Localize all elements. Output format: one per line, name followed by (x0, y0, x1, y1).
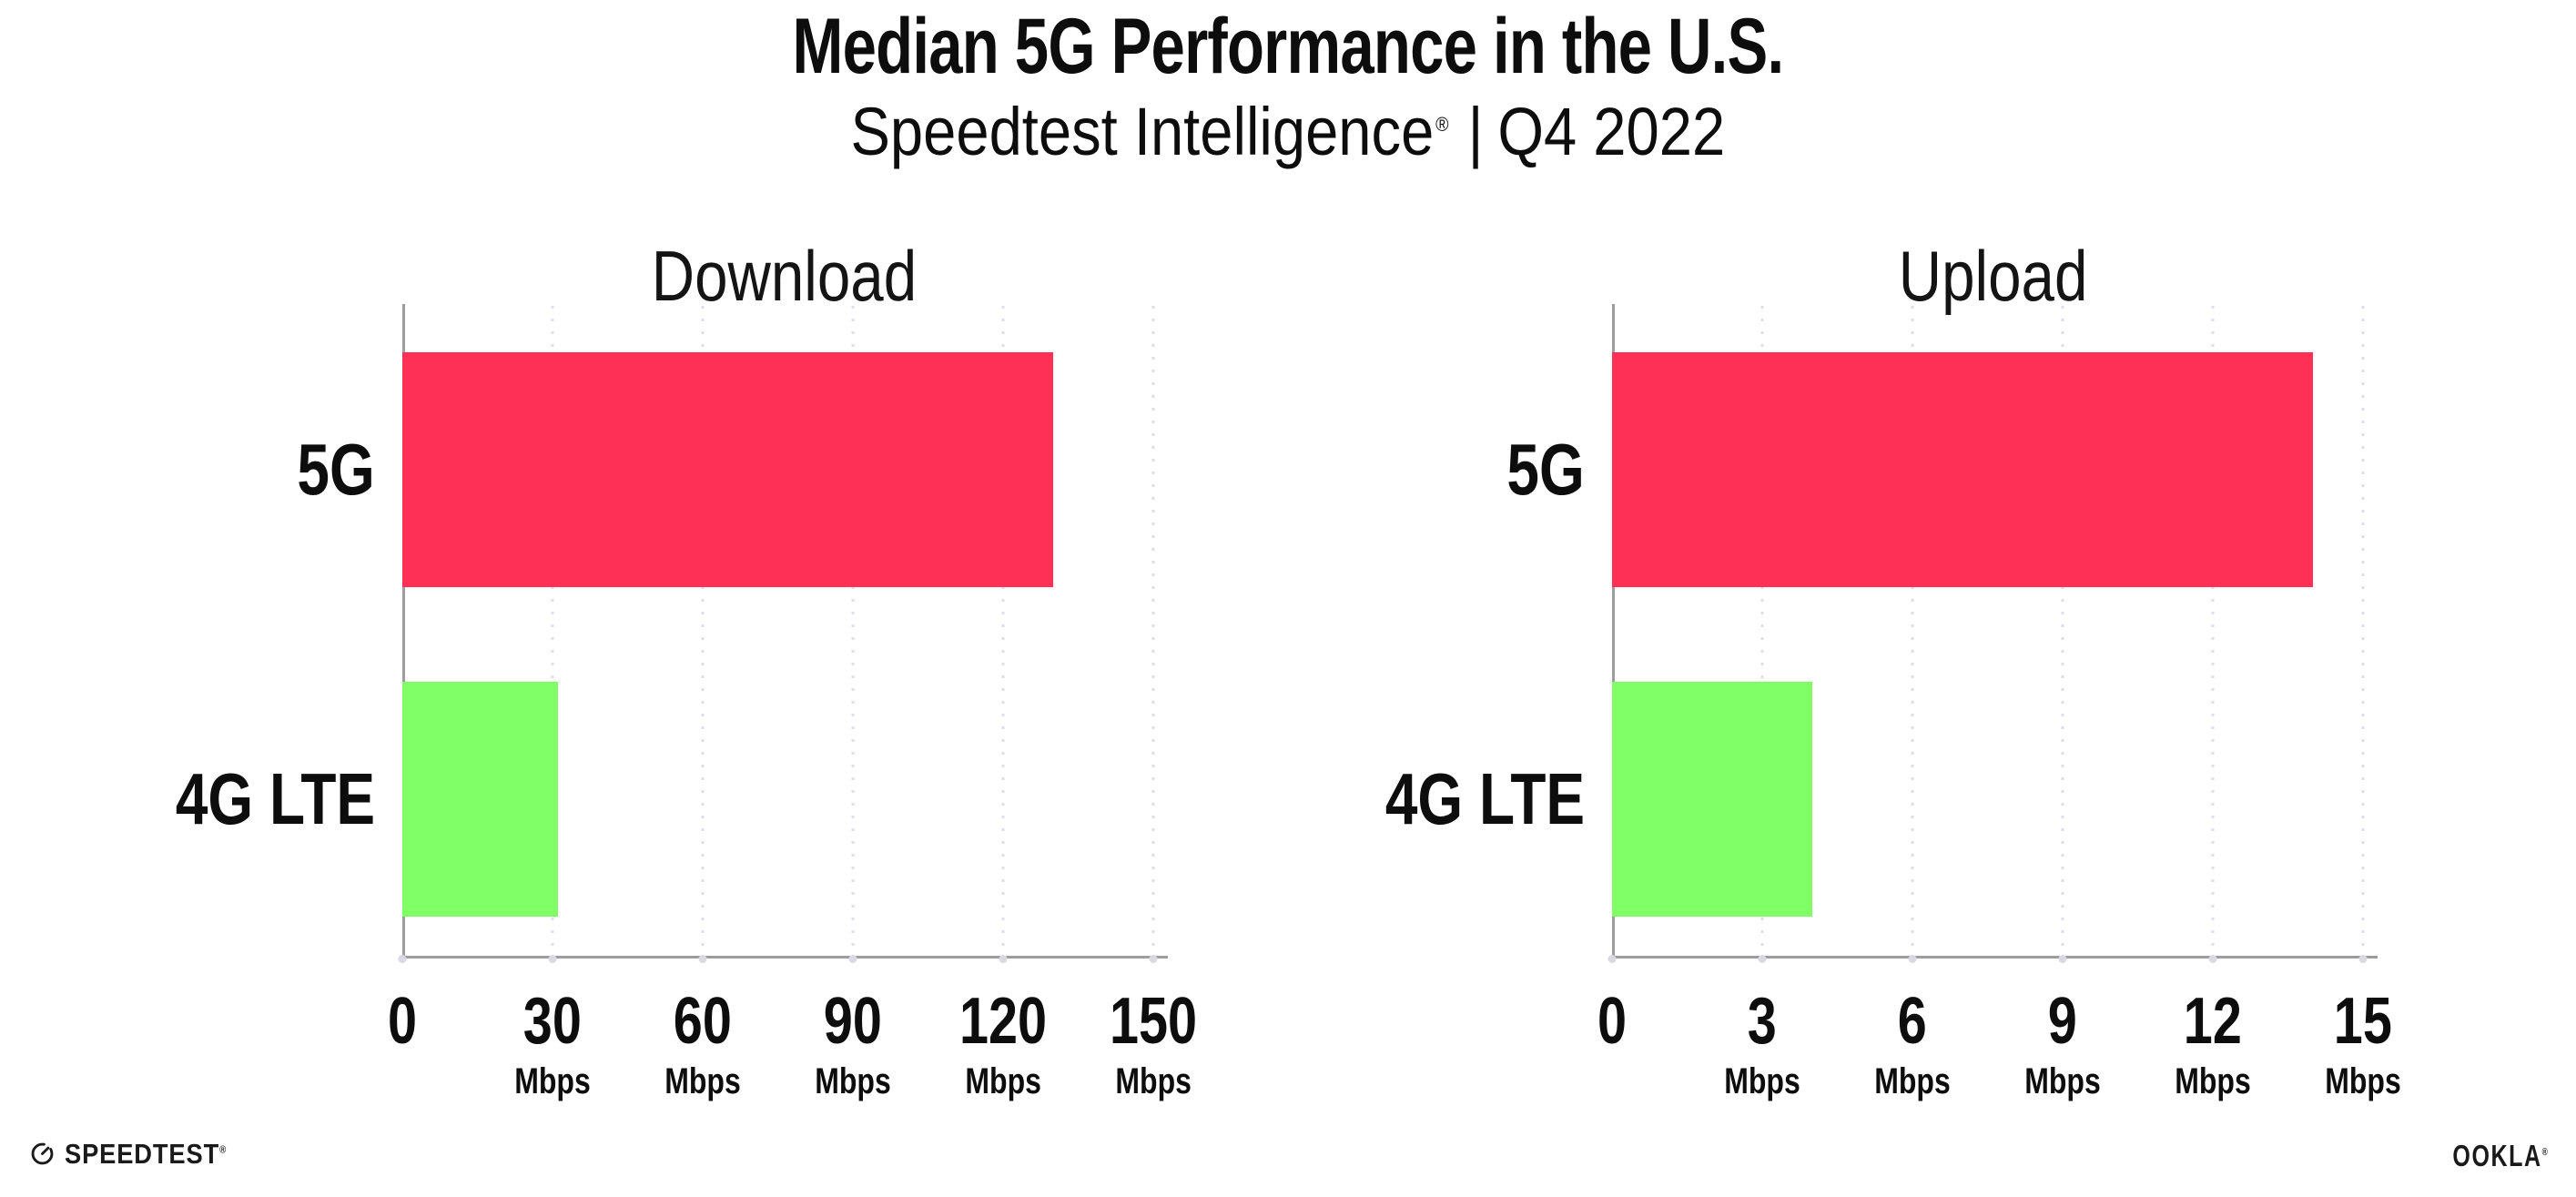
subtitle-brand: Speedtest Intelligence (850, 94, 1435, 169)
x-tick-unit: Mbps (965, 1061, 1041, 1101)
x-tick-value: 0 (1597, 985, 1628, 1058)
gridline-6 (1911, 306, 1914, 957)
bar-4g-lte (1612, 682, 1812, 917)
category-label-5g: 5G (297, 429, 375, 510)
gridline-30 (551, 306, 554, 957)
x-tick-unit: Mbps (1874, 1061, 1951, 1101)
gridline-60 (701, 306, 705, 957)
speedtest-gauge-icon (31, 1142, 54, 1165)
x-tick-30: 30 Mbps (505, 989, 600, 1100)
x-tick-3: 3 Mbps (1715, 989, 1810, 1100)
y-axis-line (402, 304, 405, 959)
page-subtitle-text: Speedtest Intelligence® | Q4 2022 (851, 93, 1726, 170)
upload-chart-panel: Upload 0 3 Mbps 6 Mbps 9 Mbps 12 Mbps 15 Mbps 5G 4G … (1385, 0, 2401, 1197)
x-tick-value: 120 (958, 985, 1048, 1058)
x-axis-line (400, 956, 1168, 959)
y-axis-line (1612, 304, 1615, 959)
upload-chart-title: Upload (1899, 236, 2088, 316)
download-chart-title: Download (651, 236, 917, 316)
page-title-text: Median 5G Performance in the U.S. (792, 3, 1785, 90)
x-tick-150: 150 Mbps (1099, 989, 1208, 1100)
download-chart-panel: Download 0 30 Mbps 60 Mbps 90 Mbps 120 Mbps 150 Mb… (176, 0, 1197, 1197)
x-tick-unit: Mbps (2325, 1061, 2401, 1101)
speedtest-wordmark: SPEEDTEST® (65, 1138, 228, 1170)
axis-tick-dot (1758, 955, 1767, 963)
category-label-4g-lte: 4G LTE (1384, 758, 1585, 839)
bar-5g (1612, 352, 2313, 587)
x-axis-line (1609, 956, 2378, 959)
upload-plot-area: 0 3 Mbps 6 Mbps 9 Mbps 12 Mbps 15 Mbps 5G 4G LTE (1385, 304, 2401, 1100)
category-label-4g-lte: 4G LTE (175, 758, 375, 839)
x-tick-unit: Mbps (514, 1061, 591, 1101)
x-tick-15: 15 Mbps (2316, 989, 2410, 1100)
axis-tick-dot (398, 955, 407, 963)
page-subtitle: Speedtest Intelligence® | Q4 2022 (0, 93, 2576, 170)
category-label-5g: 5G (1506, 429, 1585, 510)
x-tick-60: 60 Mbps (655, 989, 750, 1100)
axis-tick-dot (1149, 955, 1158, 963)
x-tick-unit: Mbps (664, 1061, 741, 1101)
axis-tick-dot (2358, 955, 2368, 963)
ookla-registered-mark: ® (2541, 1147, 2549, 1158)
axis-tick-dot (548, 955, 557, 963)
x-tick-value: 30 (522, 985, 583, 1058)
x-tick-unit: Mbps (1115, 1061, 1192, 1101)
registered-mark: ® (1435, 113, 1449, 137)
gridline-15 (2361, 306, 2365, 957)
axis-tick-dot (1908, 955, 1917, 963)
x-tick-120: 120 Mbps (948, 989, 1058, 1100)
bar-5g (402, 352, 1053, 587)
ookla-wordmark: OOKLA® (2452, 1139, 2549, 1172)
x-tick-value: 150 (1109, 985, 1198, 1058)
gridline-12 (2211, 306, 2215, 957)
gridline-3 (1760, 306, 1764, 957)
subtitle-separator: | (1467, 94, 1484, 169)
x-tick-6: 6 Mbps (1865, 989, 1960, 1100)
page-title: Median 5G Performance in the U.S. (0, 2, 2576, 92)
x-tick-unit: Mbps (2175, 1061, 2251, 1101)
axis-tick-dot (2058, 955, 2067, 963)
x-tick-unit: Mbps (1724, 1061, 1800, 1101)
axis-tick-dot (2208, 955, 2217, 963)
x-tick-value: 6 (1897, 985, 1928, 1058)
x-tick-unit: Mbps (815, 1061, 891, 1101)
x-tick-value: 15 (2333, 985, 2393, 1058)
x-tick-value: 90 (823, 985, 883, 1058)
x-tick-9: 9 Mbps (2015, 989, 2110, 1100)
x-tick-value: 9 (2047, 985, 2078, 1058)
axis-tick-dot (1607, 955, 1617, 963)
x-tick-value: 12 (2183, 985, 2243, 1058)
gridline-120 (1001, 306, 1005, 957)
x-tick-12: 12 Mbps (2165, 989, 2260, 1100)
x-tick-value: 3 (1747, 985, 1778, 1058)
subtitle-period: Q4 2022 (1497, 94, 1726, 169)
ookla-logo: OOKLA® (2422, 1141, 2549, 1171)
x-tick-value: 60 (673, 985, 733, 1058)
gridline-9 (2061, 306, 2064, 957)
download-plot-area: 0 30 Mbps 60 Mbps 90 Mbps 120 Mbps 150 Mbps 5G 4G LT… (176, 304, 1197, 1100)
x-tick-value: 0 (387, 985, 418, 1058)
axis-tick-dot (698, 955, 707, 963)
gridline-150 (1151, 306, 1155, 957)
axis-tick-dot (848, 955, 857, 963)
x-tick-0: 0 (384, 989, 421, 1054)
speedtest-logo: SPEEDTEST® (30, 1140, 248, 1168)
bar-4g-lte (402, 682, 558, 917)
x-tick-unit: Mbps (2024, 1061, 2101, 1101)
gridline-90 (851, 306, 855, 957)
axis-tick-dot (999, 955, 1008, 963)
speedtest-registered-mark: ® (219, 1144, 228, 1156)
x-tick-90: 90 Mbps (806, 989, 900, 1100)
x-tick-0: 0 (1594, 989, 1630, 1054)
